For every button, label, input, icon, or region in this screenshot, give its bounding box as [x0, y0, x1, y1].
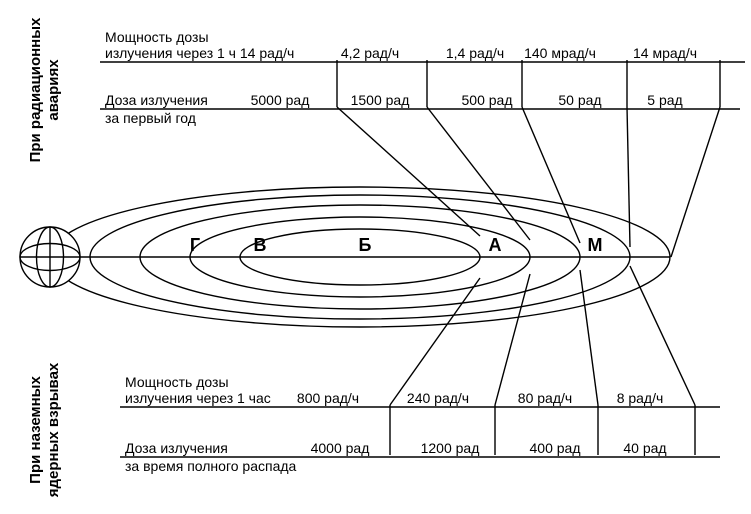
- label: 4000 рад: [311, 440, 370, 456]
- label: 5 рад: [647, 92, 682, 108]
- diagram-svg: ГВБАММощность дозыизлучения через 1 ч 14…: [0, 0, 751, 514]
- label: 500 рад: [462, 92, 513, 108]
- label: 80 рад/ч: [518, 390, 572, 406]
- label: 1500 рад: [351, 92, 410, 108]
- label: 1200 рад: [421, 440, 480, 456]
- label: 800 рад/ч: [297, 390, 359, 406]
- label: Доза излучения: [125, 440, 228, 456]
- side-label-top: При радиационныхавариях: [27, 17, 62, 162]
- label: 1,4 рад/ч: [446, 45, 504, 61]
- zone-label: А: [489, 235, 502, 255]
- zone-label: Б: [359, 235, 372, 255]
- zone-label: М: [588, 235, 603, 255]
- zone-label: В: [254, 235, 267, 255]
- label: Доза излучения: [105, 92, 208, 108]
- label: 40 рад: [623, 440, 666, 456]
- label: 8 рад/ч: [617, 390, 664, 406]
- label: 5000 рад: [251, 92, 310, 108]
- zone-label: Г: [190, 235, 200, 255]
- label: Мощность дозы: [125, 374, 229, 390]
- label: 4,2 рад/ч: [341, 45, 399, 61]
- side-label-bottom: При наземныхядерных взрывах: [27, 362, 62, 497]
- label: 14 мрад/ч: [633, 45, 697, 61]
- label: за время полного распада: [125, 458, 297, 474]
- label: излучения через 1 ч 14 рад/ч: [105, 45, 294, 61]
- label: 240 рад/ч: [407, 390, 469, 406]
- label: 50 рад: [558, 92, 601, 108]
- label: 140 мрад/ч: [524, 45, 596, 61]
- label: за первый год: [105, 110, 196, 126]
- label: Мощность дозы: [105, 29, 209, 45]
- label: излучения через 1 час: [125, 390, 271, 406]
- label: 400 рад: [530, 440, 581, 456]
